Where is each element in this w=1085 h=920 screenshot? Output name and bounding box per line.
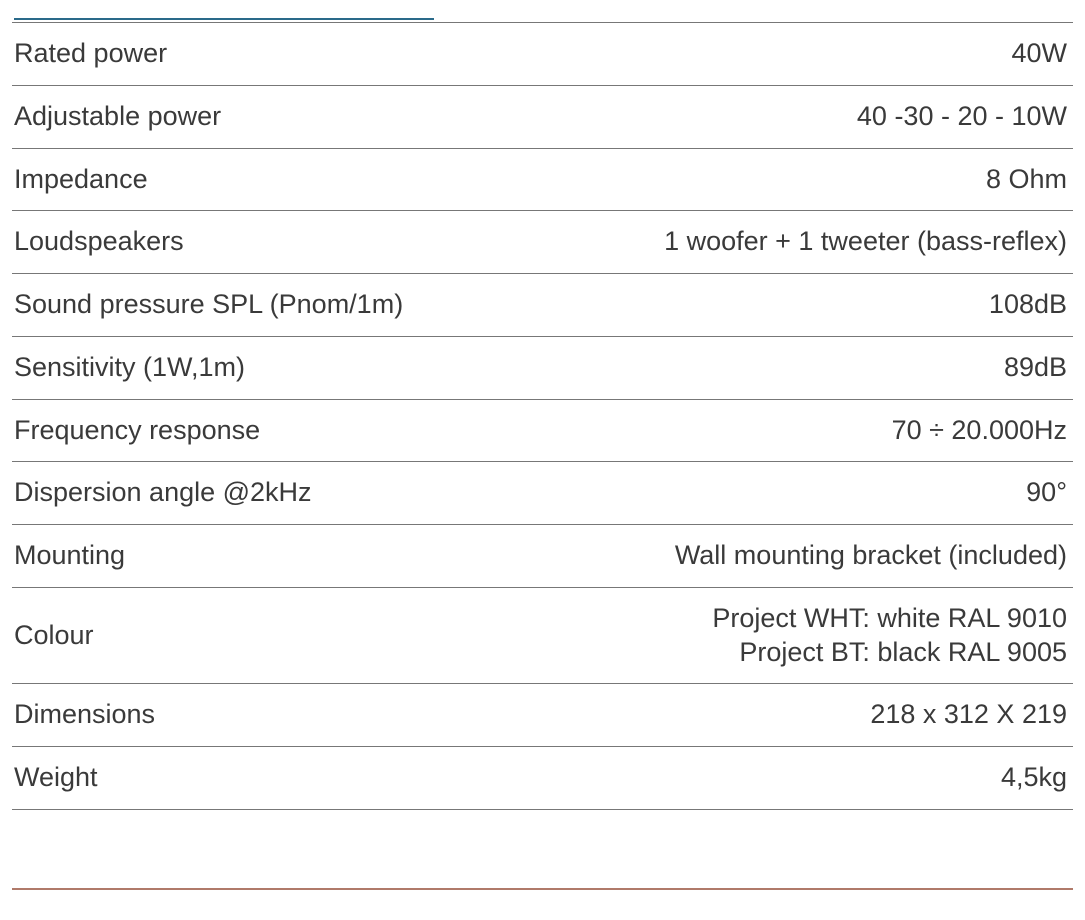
spec-label: Rated power	[12, 23, 423, 86]
spec-value: 1 woofer + 1 tweeter (bass-reflex)	[423, 211, 1073, 274]
spec-label: Mounting	[12, 525, 423, 588]
table-row: Impedance 8 Ohm	[12, 148, 1073, 211]
table-row: Sound pressure SPL (Pnom/1m) 108dB	[12, 274, 1073, 337]
spec-label: Sound pressure SPL (Pnom/1m)	[12, 274, 423, 337]
spec-label: Dimensions	[12, 684, 423, 747]
spec-value: Wall mounting bracket (included)	[423, 525, 1073, 588]
spec-value: 40 -30 - 20 - 10W	[423, 85, 1073, 148]
spec-value: 90°	[423, 462, 1073, 525]
spec-table: Rated power 40W Adjustable power 40 -30 …	[12, 22, 1073, 810]
spec-value: 40W	[423, 23, 1073, 86]
spec-label: Colour	[12, 587, 423, 684]
table-row: Dispersion angle @2kHz 90°	[12, 462, 1073, 525]
spec-sheet: Rated power 40W Adjustable power 40 -30 …	[0, 18, 1085, 920]
spec-value: 70 ÷ 20.000Hz	[423, 399, 1073, 462]
spec-value: 108dB	[423, 274, 1073, 337]
spec-label: Sensitivity (1W,1m)	[12, 336, 423, 399]
section-accent-bottom	[12, 888, 1073, 890]
spec-value: 89dB	[423, 336, 1073, 399]
spec-value: 8 Ohm	[423, 148, 1073, 211]
spec-value: 4,5kg	[423, 747, 1073, 810]
spec-label: Loudspeakers	[12, 211, 423, 274]
spec-label: Adjustable power	[12, 85, 423, 148]
table-row: Adjustable power 40 -30 - 20 - 10W	[12, 85, 1073, 148]
table-row: Colour Project WHT: white RAL 9010 Proje…	[12, 587, 1073, 684]
table-row: Rated power 40W	[12, 23, 1073, 86]
spec-value: 218 x 312 X 219	[423, 684, 1073, 747]
spec-label: Dispersion angle @2kHz	[12, 462, 423, 525]
spec-label: Impedance	[12, 148, 423, 211]
spec-label: Weight	[12, 747, 423, 810]
section-accent-top	[14, 18, 434, 20]
table-row: Dimensions 218 x 312 X 219	[12, 684, 1073, 747]
table-row: Frequency response 70 ÷ 20.000Hz	[12, 399, 1073, 462]
table-row: Sensitivity (1W,1m) 89dB	[12, 336, 1073, 399]
table-row: Mounting Wall mounting bracket (included…	[12, 525, 1073, 588]
table-row: Loudspeakers 1 woofer + 1 tweeter (bass-…	[12, 211, 1073, 274]
spec-value: Project WHT: white RAL 9010 Project BT: …	[423, 587, 1073, 684]
table-row: Weight 4,5kg	[12, 747, 1073, 810]
spec-label: Frequency response	[12, 399, 423, 462]
